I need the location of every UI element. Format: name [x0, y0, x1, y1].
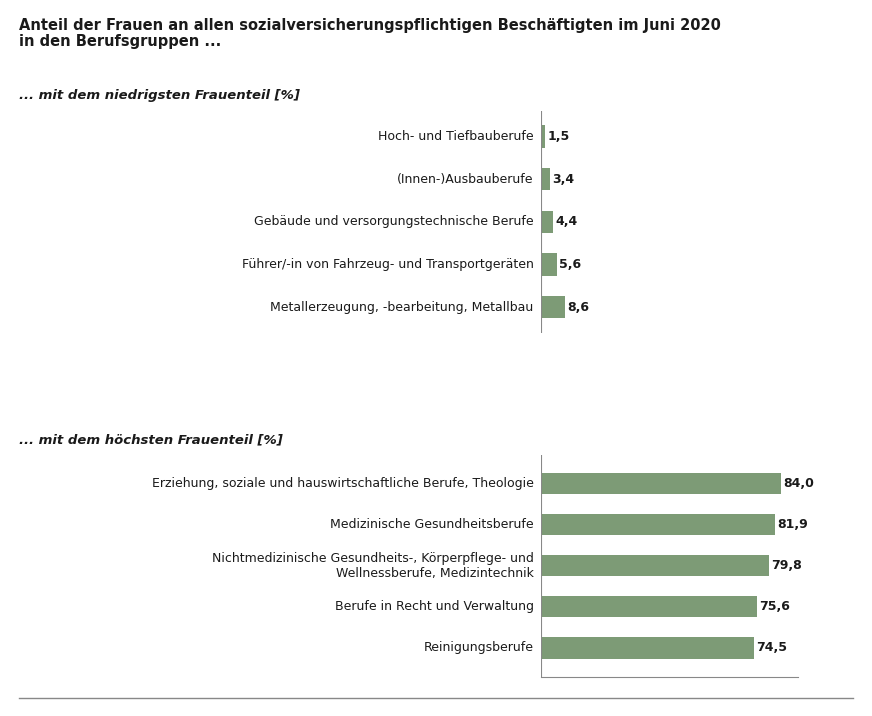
- Text: 79,8: 79,8: [771, 559, 801, 572]
- Text: ... mit dem höchsten Frauenteil [%]: ... mit dem höchsten Frauenteil [%]: [19, 433, 283, 446]
- Text: 3,4: 3,4: [553, 173, 575, 185]
- Text: Nichtmedizinische Gesundheits-, Körperpflege- und
Wellnessberufe, Medizintechnik: Nichtmedizinische Gesundheits-, Körperpf…: [212, 552, 534, 580]
- Text: Anteil der Frauen an allen sozialversicherungspflichtigen Beschäftigten im Juni : Anteil der Frauen an allen sozialversich…: [19, 18, 721, 33]
- Text: 84,0: 84,0: [783, 477, 814, 490]
- Text: Führer/-in von Fahrzeug- und Transportgeräten: Führer/-in von Fahrzeug- und Transportge…: [242, 258, 534, 271]
- Text: in den Berufsgruppen ...: in den Berufsgruppen ...: [19, 34, 221, 49]
- Bar: [541, 296, 565, 319]
- Bar: [541, 125, 545, 147]
- Text: (Innen-)Ausbauberufe: (Innen-)Ausbauberufe: [397, 173, 534, 185]
- Bar: [541, 514, 774, 536]
- Text: Gebäude und versorgungstechnische Berufe: Gebäude und versorgungstechnische Berufe: [254, 216, 534, 228]
- Text: Reinigungsberufe: Reinigungsberufe: [424, 642, 534, 654]
- Text: Hoch- und Tiefbauberufe: Hoch- und Tiefbauberufe: [378, 130, 534, 143]
- Bar: [541, 555, 769, 576]
- Text: Metallerzeugung, -bearbeitung, Metallbau: Metallerzeugung, -bearbeitung, Metallbau: [270, 301, 534, 314]
- Text: 74,5: 74,5: [756, 642, 787, 654]
- Text: 8,6: 8,6: [568, 301, 589, 314]
- Bar: [541, 596, 757, 617]
- Text: 5,6: 5,6: [559, 258, 581, 271]
- Text: 4,4: 4,4: [555, 216, 578, 228]
- Bar: [541, 168, 550, 190]
- Text: Medizinische Gesundheitsberufe: Medizinische Gesundheitsberufe: [330, 518, 534, 531]
- Bar: [541, 637, 753, 659]
- Text: 1,5: 1,5: [548, 130, 569, 143]
- Text: 75,6: 75,6: [759, 600, 790, 614]
- Bar: [541, 211, 553, 233]
- Bar: [541, 473, 780, 494]
- Bar: [541, 253, 556, 276]
- Text: ... mit dem niedrigsten Frauenteil [%]: ... mit dem niedrigsten Frauenteil [%]: [19, 90, 300, 102]
- Text: Berufe in Recht und Verwaltung: Berufe in Recht und Verwaltung: [335, 600, 534, 614]
- Text: Erziehung, soziale und hauswirtschaftliche Berufe, Theologie: Erziehung, soziale und hauswirtschaftlic…: [152, 477, 534, 490]
- Text: 81,9: 81,9: [777, 518, 807, 531]
